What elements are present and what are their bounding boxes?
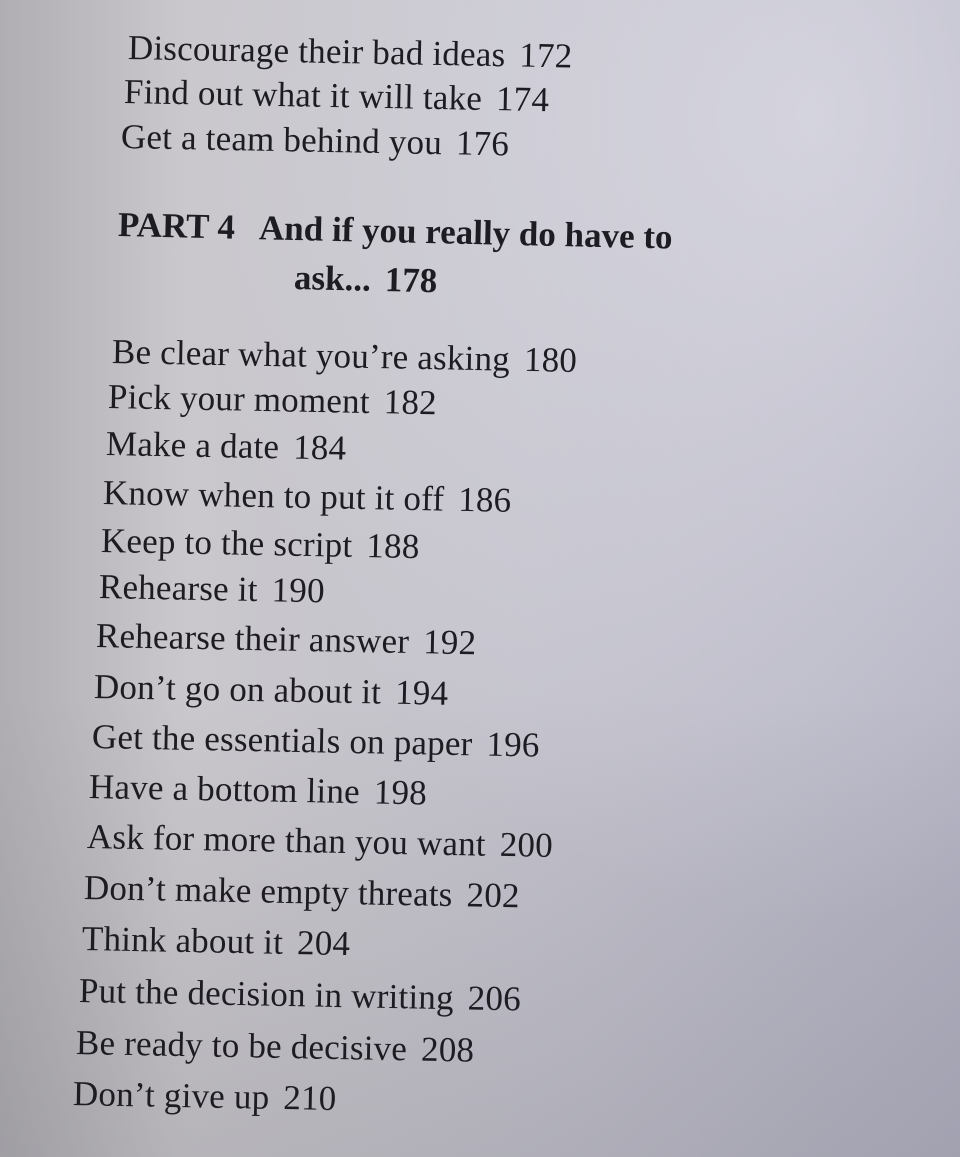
entry-page-number: 182 xyxy=(383,382,438,423)
part-heading-line2: ask... 178 xyxy=(294,258,438,301)
entry-page-number: 194 xyxy=(394,672,449,713)
entry-page-number: 188 xyxy=(366,526,420,567)
entry-page-number: 190 xyxy=(271,570,326,611)
entry-page-number: 204 xyxy=(296,923,351,964)
entry-page-number: 198 xyxy=(373,772,428,813)
entry-title: Be clear what you’re asking xyxy=(111,332,511,379)
entry-title: Pick your moment xyxy=(107,377,371,422)
entry-page-number: 172 xyxy=(518,35,573,76)
entry-title: Rehearse it xyxy=(98,567,259,610)
entry-page-number: 208 xyxy=(420,1029,475,1070)
toc-entry: Put the decision in writing 206 xyxy=(79,971,522,1019)
entry-title: Make a date xyxy=(105,424,280,467)
part-number: PART 4 xyxy=(117,205,236,247)
entry-title: Know when to put it off xyxy=(102,473,445,519)
entry-page-number: 202 xyxy=(466,875,521,916)
entry-title: Ask for more than you want xyxy=(86,817,487,864)
entry-title: Put the decision in writing xyxy=(78,971,455,1018)
part-title-line1: And if you really do have to xyxy=(258,208,673,257)
entry-title: Don’t go on about it xyxy=(93,667,382,712)
toc-entry: Get a team behind you 176 xyxy=(121,117,510,164)
entry-page-number: 186 xyxy=(457,479,512,520)
toc-entry: Rehearse their answer 192 xyxy=(96,616,477,663)
toc-entry: Be clear what you’re asking 180 xyxy=(112,332,578,381)
entry-title: Rehearse their answer xyxy=(95,616,410,662)
entry-page-number: 174 xyxy=(495,79,550,120)
toc-entry: Get the essentials on paper 196 xyxy=(92,717,540,766)
entry-title: Think about it xyxy=(81,919,284,962)
toc-entry: Don’t give up 210 xyxy=(73,1074,337,1119)
entry-page-number: 176 xyxy=(455,123,510,164)
entry-page-number: 210 xyxy=(282,1078,337,1119)
entry-title: Don’t give up xyxy=(72,1074,270,1117)
entry-title: Get a team behind you xyxy=(120,117,443,163)
entry-title: Find out what it will take xyxy=(123,72,483,118)
toc-entry: Find out what it will take 174 xyxy=(124,72,550,120)
part-heading-line1: PART 4 And if you really do have to xyxy=(118,205,673,258)
toc-entry: Think about it 204 xyxy=(82,919,351,964)
entry-page-number: 196 xyxy=(486,724,540,765)
toc-entry: Have a bottom line 198 xyxy=(89,767,428,813)
entry-title: Keep to the script xyxy=(100,521,353,565)
toc-entry: Make a date 184 xyxy=(106,424,347,469)
part-title-line2: ask... xyxy=(293,258,372,299)
entry-page-number: 180 xyxy=(523,339,578,380)
entry-page-number: 184 xyxy=(292,427,347,468)
entry-title: Be ready to be decisive xyxy=(75,1023,408,1069)
entry-title: Discourage their bad ideas xyxy=(127,28,506,75)
entry-title: Have a bottom line xyxy=(88,767,361,812)
toc-entry: Ask for more than you want 200 xyxy=(87,817,554,866)
toc-entry: Pick your moment 182 xyxy=(108,377,438,423)
toc-entry: Don’t go on about it 194 xyxy=(94,667,449,714)
toc-entry: Rehearse it 190 xyxy=(98,567,326,611)
toc-entry: Don’t make empty threats 202 xyxy=(84,868,520,916)
toc-entry: Discourage their bad ideas 172 xyxy=(128,28,573,77)
entry-page-number: 192 xyxy=(422,622,477,663)
entry-page-number: 206 xyxy=(467,978,522,1019)
entry-title: Don’t make empty threats xyxy=(83,868,453,915)
entry-title: Get the essentials on paper xyxy=(91,717,473,764)
toc-entry: Be ready to be decisive 208 xyxy=(76,1023,475,1071)
toc-entry: Keep to the script 188 xyxy=(101,521,420,567)
toc-entry: Know when to put it off 186 xyxy=(103,473,512,521)
part-page: 178 xyxy=(384,260,438,301)
entry-page-number: 200 xyxy=(499,824,554,865)
